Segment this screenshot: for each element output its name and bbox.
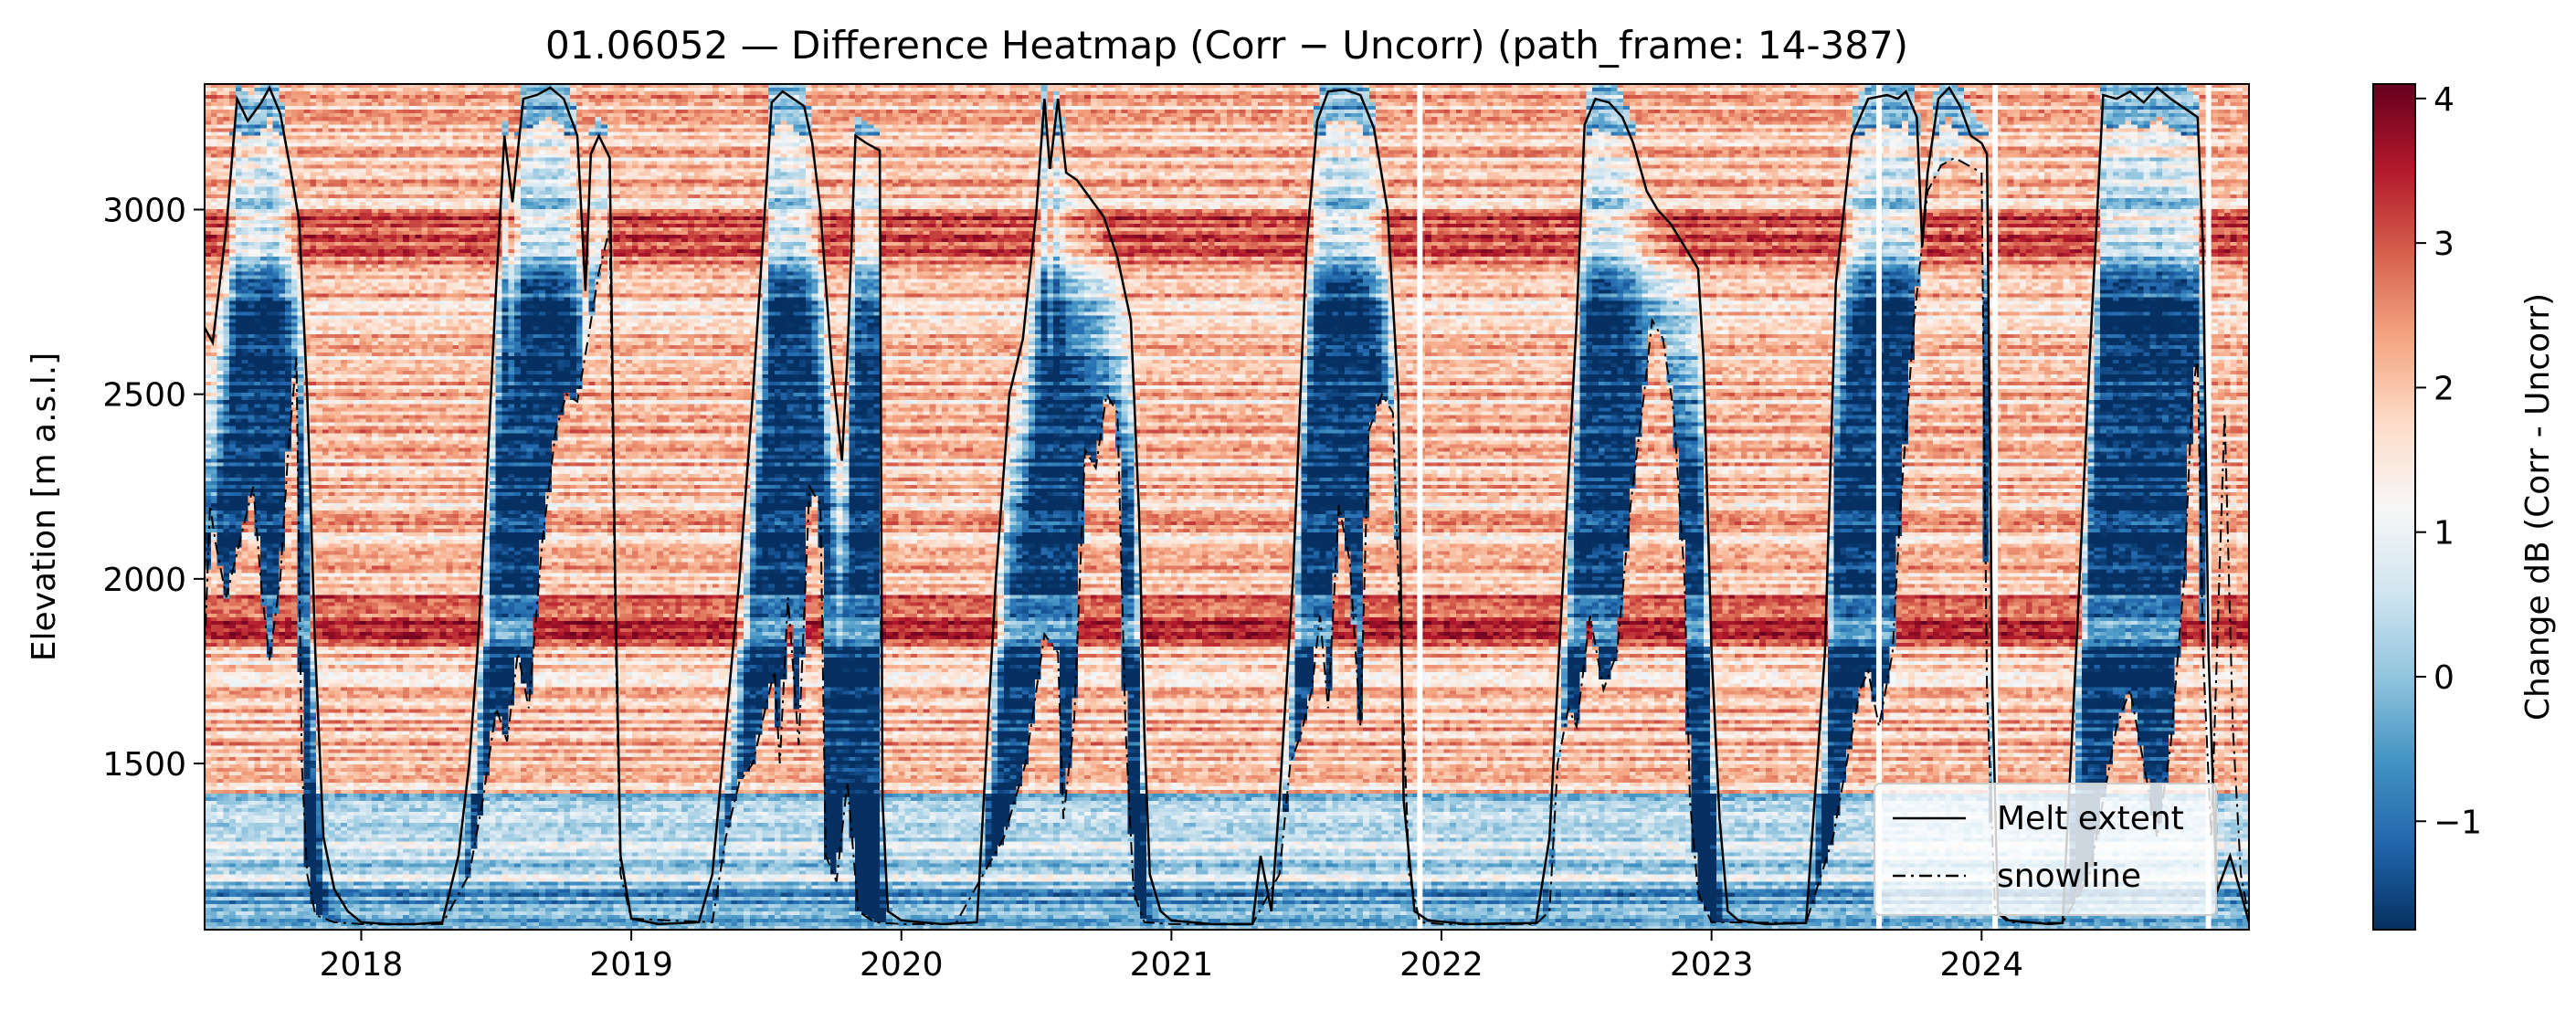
overlay-lines (205, 85, 2249, 926)
x-tick-label: 2022 (1399, 946, 1483, 984)
data-gap-column (1992, 84, 1999, 930)
data-gap-columns (1417, 84, 2212, 930)
colorbar (2372, 83, 2416, 931)
data-gap-column (2205, 84, 2212, 930)
plot-frame (204, 83, 2250, 931)
colorbar-gradient (2372, 83, 2416, 931)
x-tick-label: 2024 (1940, 946, 2024, 984)
x-tick-label: 2020 (860, 946, 944, 984)
legend: Melt extent snowline (1874, 783, 2217, 916)
colorbar-tick-label: 1 (2433, 515, 2455, 553)
series-line-melt-extent (205, 85, 2249, 926)
legend-label-melt-extent: Melt extent (1997, 800, 2184, 837)
y-axis-label: Elevation [m a.s.l.] (26, 353, 63, 661)
y-tick-label: 1500 (102, 746, 186, 784)
x-tick-label: 2018 (320, 946, 404, 984)
legend-box (1874, 783, 2217, 916)
y-tick-label: 3000 (102, 192, 186, 229)
colorbar-label: Change dB (Corr - Uncorr) (2519, 293, 2557, 721)
y-tick-label: 2000 (102, 562, 186, 599)
chart-title: 01.06052 — Difference Heatmap (Corr − Un… (545, 23, 1908, 68)
data-gap-column (1875, 84, 1882, 930)
colorbar-tick-label: 4 (2433, 81, 2455, 119)
y-axis-ticks: 1500 2000 2500 3000 (102, 192, 205, 784)
colorbar-ticks: −1 0 1 2 3 4 (2415, 81, 2482, 841)
legend-label-snowline: snowline (1997, 858, 2141, 895)
series-line-snowline (205, 156, 2249, 925)
colorbar-tick-label: −1 (2433, 804, 2482, 841)
x-tick-label: 2019 (589, 946, 673, 984)
x-tick-label: 2021 (1130, 946, 1214, 984)
data-gap-column (1417, 84, 1423, 930)
x-axis-ticks: 2018 2019 2020 2021 2022 2023 2024 (320, 930, 2023, 984)
y-tick-label: 2500 (102, 377, 186, 415)
colorbar-tick-label: 3 (2433, 226, 2455, 263)
colorbar-tick-label: 2 (2433, 370, 2455, 407)
x-tick-label: 2023 (1670, 946, 1754, 984)
colorbar-tick-label: 0 (2433, 659, 2455, 697)
